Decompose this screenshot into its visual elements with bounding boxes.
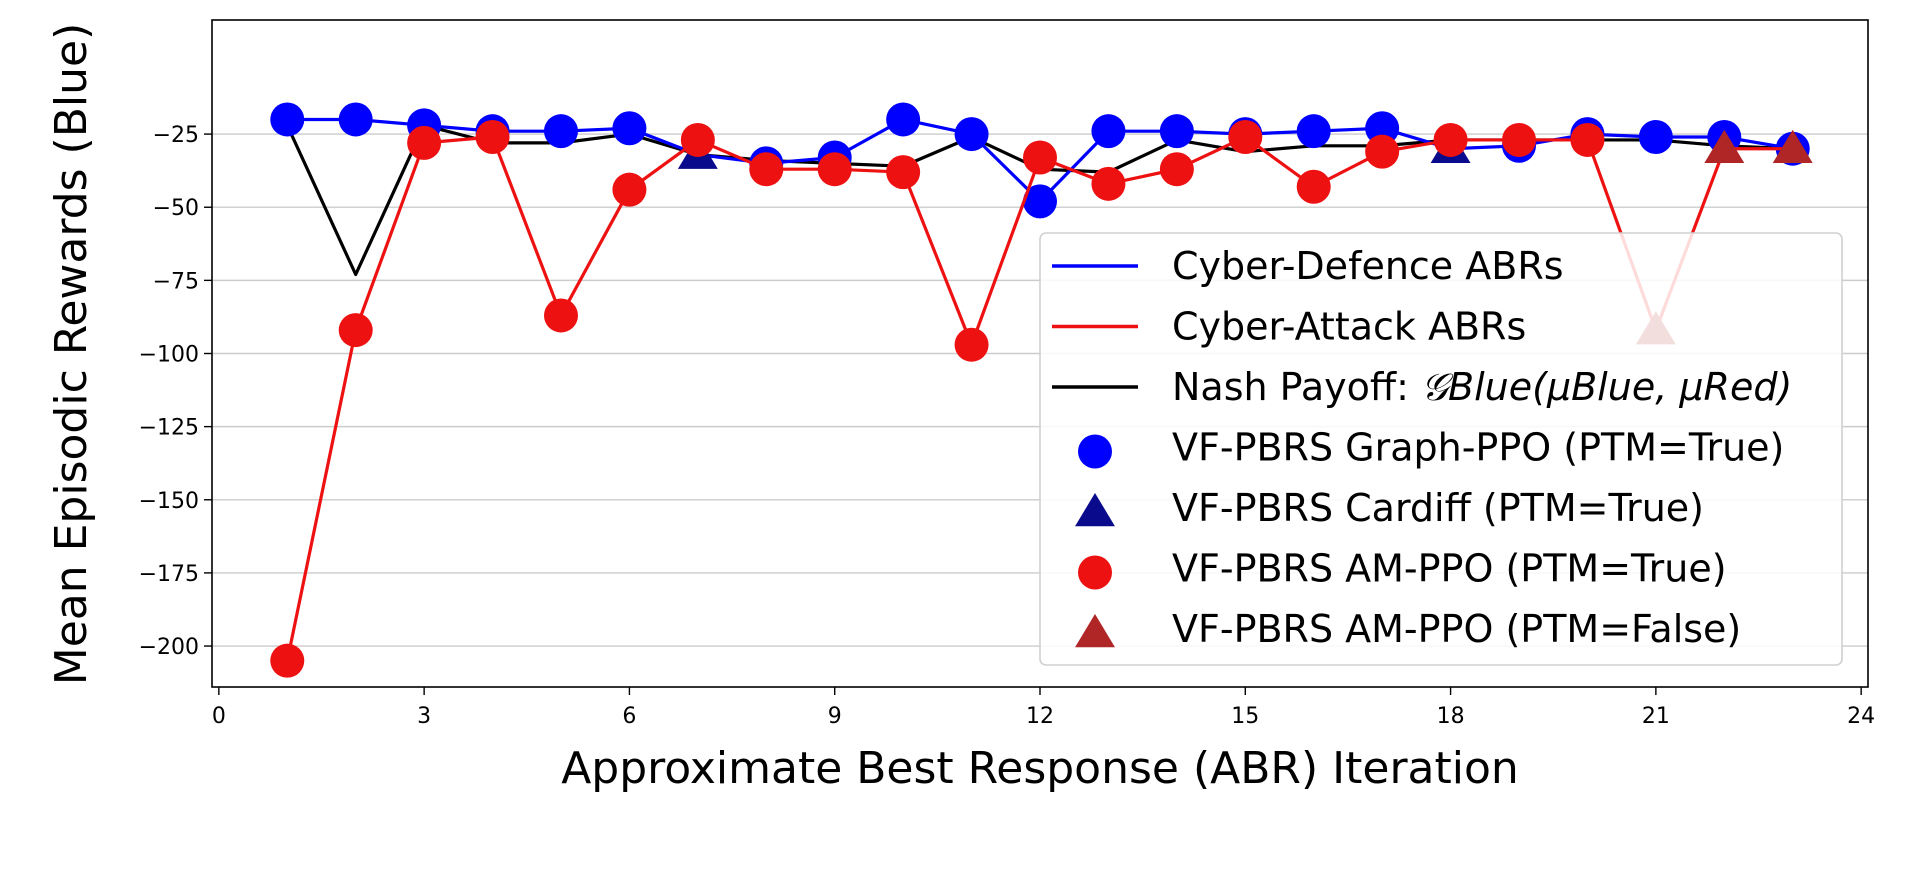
- am-ppo-ptm-true-point: [1296, 169, 1331, 204]
- legend-label: Nash Payoff: 𝒢Blue(μBlue, μRed): [1172, 365, 1792, 409]
- graph-ppo-point: [954, 117, 989, 152]
- y-tick-label: −200: [139, 635, 199, 660]
- am-ppo-ptm-true-point: [1159, 152, 1194, 187]
- x-tick-label: 0: [212, 704, 226, 729]
- x-tick-label: 18: [1437, 704, 1465, 729]
- y-tick-label: −150: [139, 489, 199, 514]
- am-ppo-ptm-true-point: [954, 327, 989, 362]
- graph-ppo-point: [338, 102, 373, 137]
- x-tick-label: 15: [1231, 704, 1259, 729]
- am-ppo-ptm-true-point: [612, 172, 647, 207]
- legend: Cyber-Defence ABRs Cyber-Attack ABRs Nash …: [1039, 232, 1843, 666]
- am-ppo-ptm-true-point: [1228, 120, 1263, 155]
- legend-label: VF-PBRS AM-PPO (PTM=False): [1172, 607, 1741, 651]
- legend-circle-swatch: [1078, 434, 1112, 469]
- am-ppo-ptm-true-point: [749, 152, 784, 187]
- legend-math: 𝒢Blue(μBlue, μRed): [1421, 365, 1792, 409]
- am-ppo-ptm-true-point: [475, 120, 510, 155]
- x-tick-label: 9: [828, 704, 842, 729]
- graph-ppo-point: [612, 111, 647, 146]
- x-axis-label: Approximate Best Response (ABR) Iteratio…: [561, 743, 1519, 794]
- graph-ppo-point: [1365, 111, 1400, 146]
- y-tick-label: −50: [153, 196, 199, 221]
- y-tick-label: −25: [153, 123, 199, 148]
- am-ppo-ptm-true-point: [338, 313, 373, 348]
- graph-ppo-point: [1091, 114, 1126, 149]
- y-tick-label: −100: [139, 343, 199, 368]
- x-tick-label: 21: [1642, 704, 1670, 729]
- x-tick-label: 24: [1847, 704, 1875, 729]
- graph-ppo-point: [543, 114, 578, 149]
- am-ppo-ptm-true-point: [270, 643, 305, 678]
- graph-ppo-point: [1159, 114, 1194, 149]
- axis-ticks: −25 −50 −75 −100 −125 −150 −175 −200 0 3 6 9 12 15 18 2…: [139, 123, 1876, 729]
- y-tick-label: −125: [139, 416, 199, 441]
- legend-label: Cyber-Defence ABRs: [1172, 244, 1564, 288]
- graph-ppo-point: [1023, 184, 1057, 219]
- legend-label: VF-PBRS Graph-PPO (PTM=True): [1172, 426, 1784, 470]
- x-tick-label: 12: [1026, 704, 1054, 729]
- y-tick-label: −75: [153, 269, 199, 294]
- legend-triangle-swatch: [1075, 614, 1115, 648]
- y-tick-label: −175: [139, 562, 199, 587]
- am-ppo-ptm-true-point: [1023, 140, 1057, 175]
- graph-ppo-point: [1638, 120, 1673, 155]
- am-ppo-ptm-true-point: [543, 298, 578, 333]
- legend-circle-swatch: [1078, 555, 1112, 590]
- legend-box: [1039, 232, 1843, 666]
- am-ppo-ptm-false-point: [1772, 129, 1813, 163]
- legend-label: VF-PBRS AM-PPO (PTM=True): [1172, 547, 1727, 591]
- y-axis-label: Mean Episodic Rewards (Blue): [46, 23, 97, 685]
- am-ppo-ptm-true-point: [1365, 134, 1400, 169]
- am-ppo-ptm-true-point: [1433, 122, 1468, 157]
- cyber-attack-series: [270, 120, 1813, 678]
- am-ppo-ptm-true-point: [1570, 122, 1605, 157]
- am-ppo-ptm-true-point: [817, 152, 852, 187]
- graph-ppo-point: [270, 102, 305, 137]
- x-tick-label: 6: [622, 704, 636, 729]
- am-ppo-ptm-true-point: [886, 155, 921, 190]
- am-ppo-ptm-true-point: [1502, 122, 1537, 157]
- graph-ppo-point: [1296, 114, 1331, 149]
- am-ppo-ptm-true-point: [1091, 166, 1126, 201]
- legend-label: Cyber-Attack ABRs: [1172, 305, 1526, 349]
- am-ppo-ptm-false-point: [1704, 129, 1745, 163]
- legend-label: VF-PBRS Cardiff (PTM=True): [1172, 486, 1704, 530]
- am-ppo-ptm-true-point: [407, 125, 442, 160]
- graph-ppo-point: [886, 102, 921, 137]
- x-tick-label: 3: [417, 704, 431, 729]
- legend-triangle-swatch: [1075, 493, 1115, 527]
- am-ppo-ptm-true-point: [680, 122, 715, 157]
